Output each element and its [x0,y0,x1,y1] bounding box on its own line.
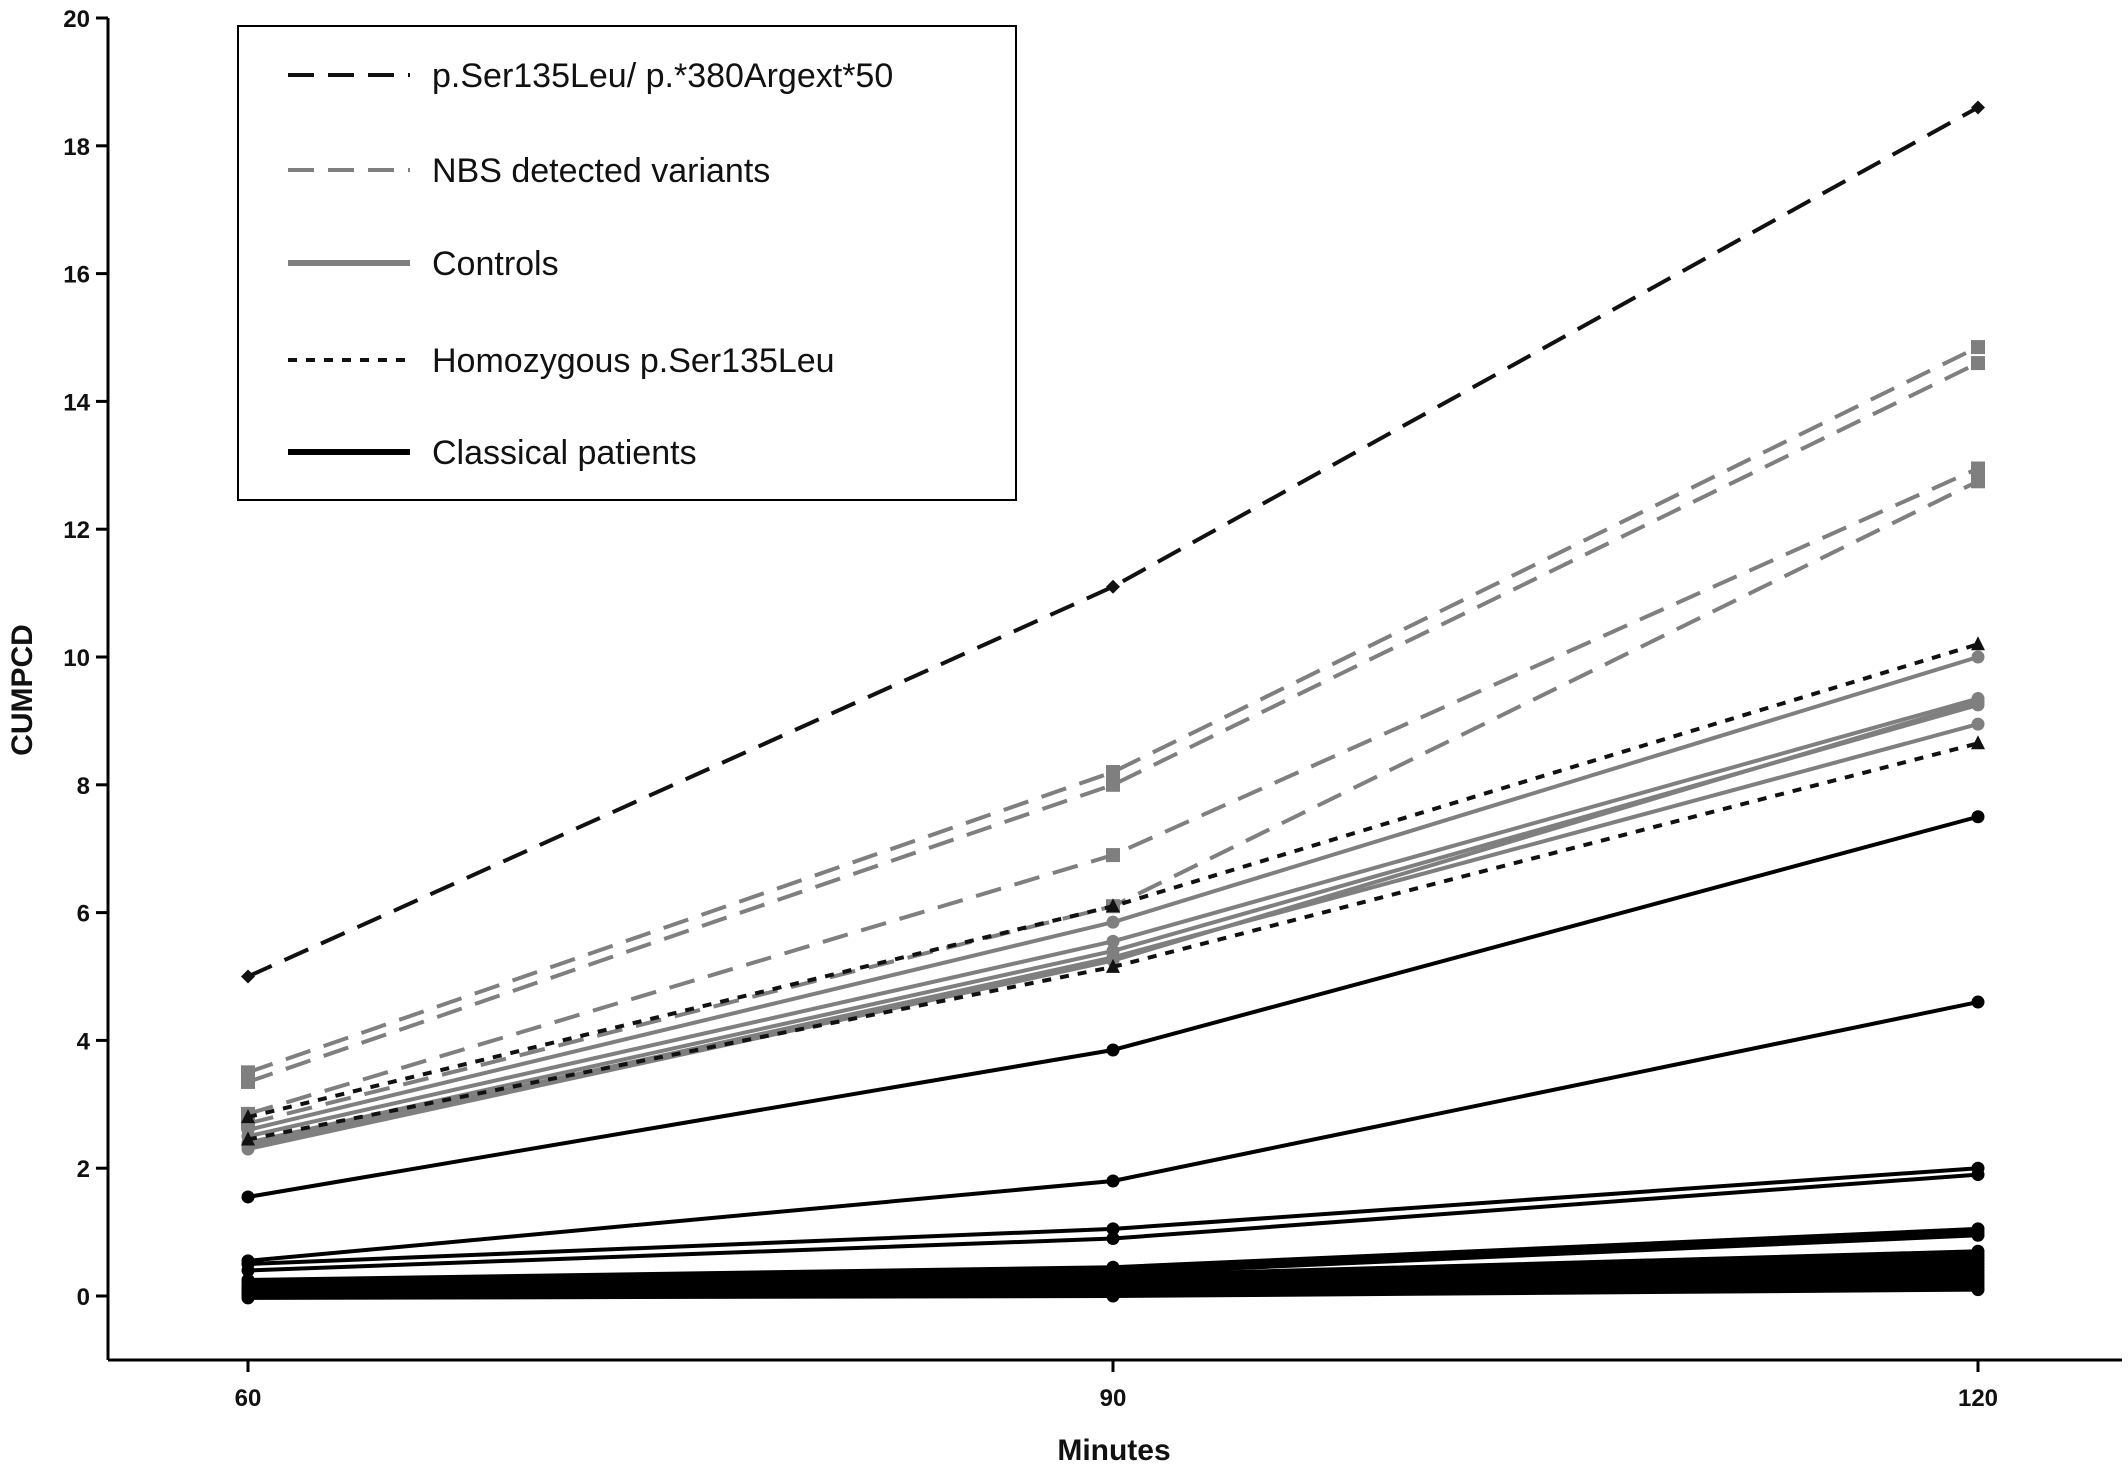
data-point [1971,1228,1985,1242]
x-tick-label: 60 [235,1385,262,1412]
data-point [1106,1289,1120,1303]
data-point [1971,474,1985,489]
x-tick-label: 120 [1958,1385,1998,1412]
series-line [247,814,1979,1199]
y-tick-label: 2 [77,1156,90,1183]
y-tick-label: 20 [63,6,90,33]
series-line [247,479,1979,1126]
data-point [1106,1043,1120,1057]
series-layer [241,100,1985,1305]
data-point [1971,717,1985,731]
data-point [241,1291,255,1305]
y-axis-title: CUMPCD [6,624,39,756]
series-line [247,1000,1979,1263]
data-point [241,1109,255,1124]
data-point [1971,100,1985,115]
ticks: 0 2 4 6 8 10 12 14 16 18 20 60 90 120 [63,6,1998,1412]
data-point [1106,915,1120,929]
data-point [1971,356,1985,371]
data-point [241,1190,255,1204]
data-point [241,1074,255,1089]
data-point [1106,579,1120,594]
legend-label: Controls [432,245,559,283]
data-point [1106,898,1120,913]
y-tick-label: 16 [63,262,90,289]
data-point [1106,1231,1120,1245]
data-point [1971,461,1985,476]
data-point [1971,340,1985,355]
data-point [1106,1174,1120,1188]
axes [106,18,2122,1362]
data-point [241,1131,255,1146]
y-tick-label: 4 [77,1028,91,1055]
data-point [1971,735,1985,750]
legend-label: Homozygous p.Ser135Leu [432,342,835,380]
series-group [241,636,1985,1146]
legend-label: Classical patients [432,434,697,472]
data-point [1971,810,1985,824]
y-tick-label: 14 [63,389,90,416]
legend: p.Ser135Leu/ p.*380Argext*50 NBS detected… [237,25,1017,501]
y-tick-label: 6 [77,901,90,928]
data-point [1106,765,1120,780]
series-line [247,361,1979,1084]
data-point [1971,1283,1985,1297]
data-point [1971,636,1985,651]
data-point [241,1263,255,1277]
data-point [1106,958,1120,973]
data-point [1106,848,1120,863]
data-point [1106,777,1120,792]
legend-label: p.Ser135Leu/ p.*380Argext*50 [432,57,893,95]
data-point [1971,695,1985,709]
data-point [1971,995,1985,1009]
series-group [241,100,1985,984]
x-axis-title: Minutes [1057,1434,1170,1466]
legend-label: NBS detected variants [432,152,770,190]
series-group [241,810,1985,1305]
y-tick-label: 0 [77,1284,90,1311]
series-line [247,655,1979,1132]
data-point [1106,934,1120,948]
y-tick-label: 10 [63,645,90,672]
data-point [1971,650,1985,664]
data-point [241,1142,255,1156]
x-tick-label: 90 [1100,1385,1127,1412]
data-point [1971,1168,1985,1182]
y-tick-label: 12 [63,517,90,544]
series-line [247,345,1979,1075]
y-tick-label: 18 [63,134,90,161]
series-line [247,105,1979,979]
series-group [241,650,1985,1156]
data-point [241,969,255,984]
y-tick-label: 8 [77,773,90,800]
data-point [1106,1222,1120,1236]
